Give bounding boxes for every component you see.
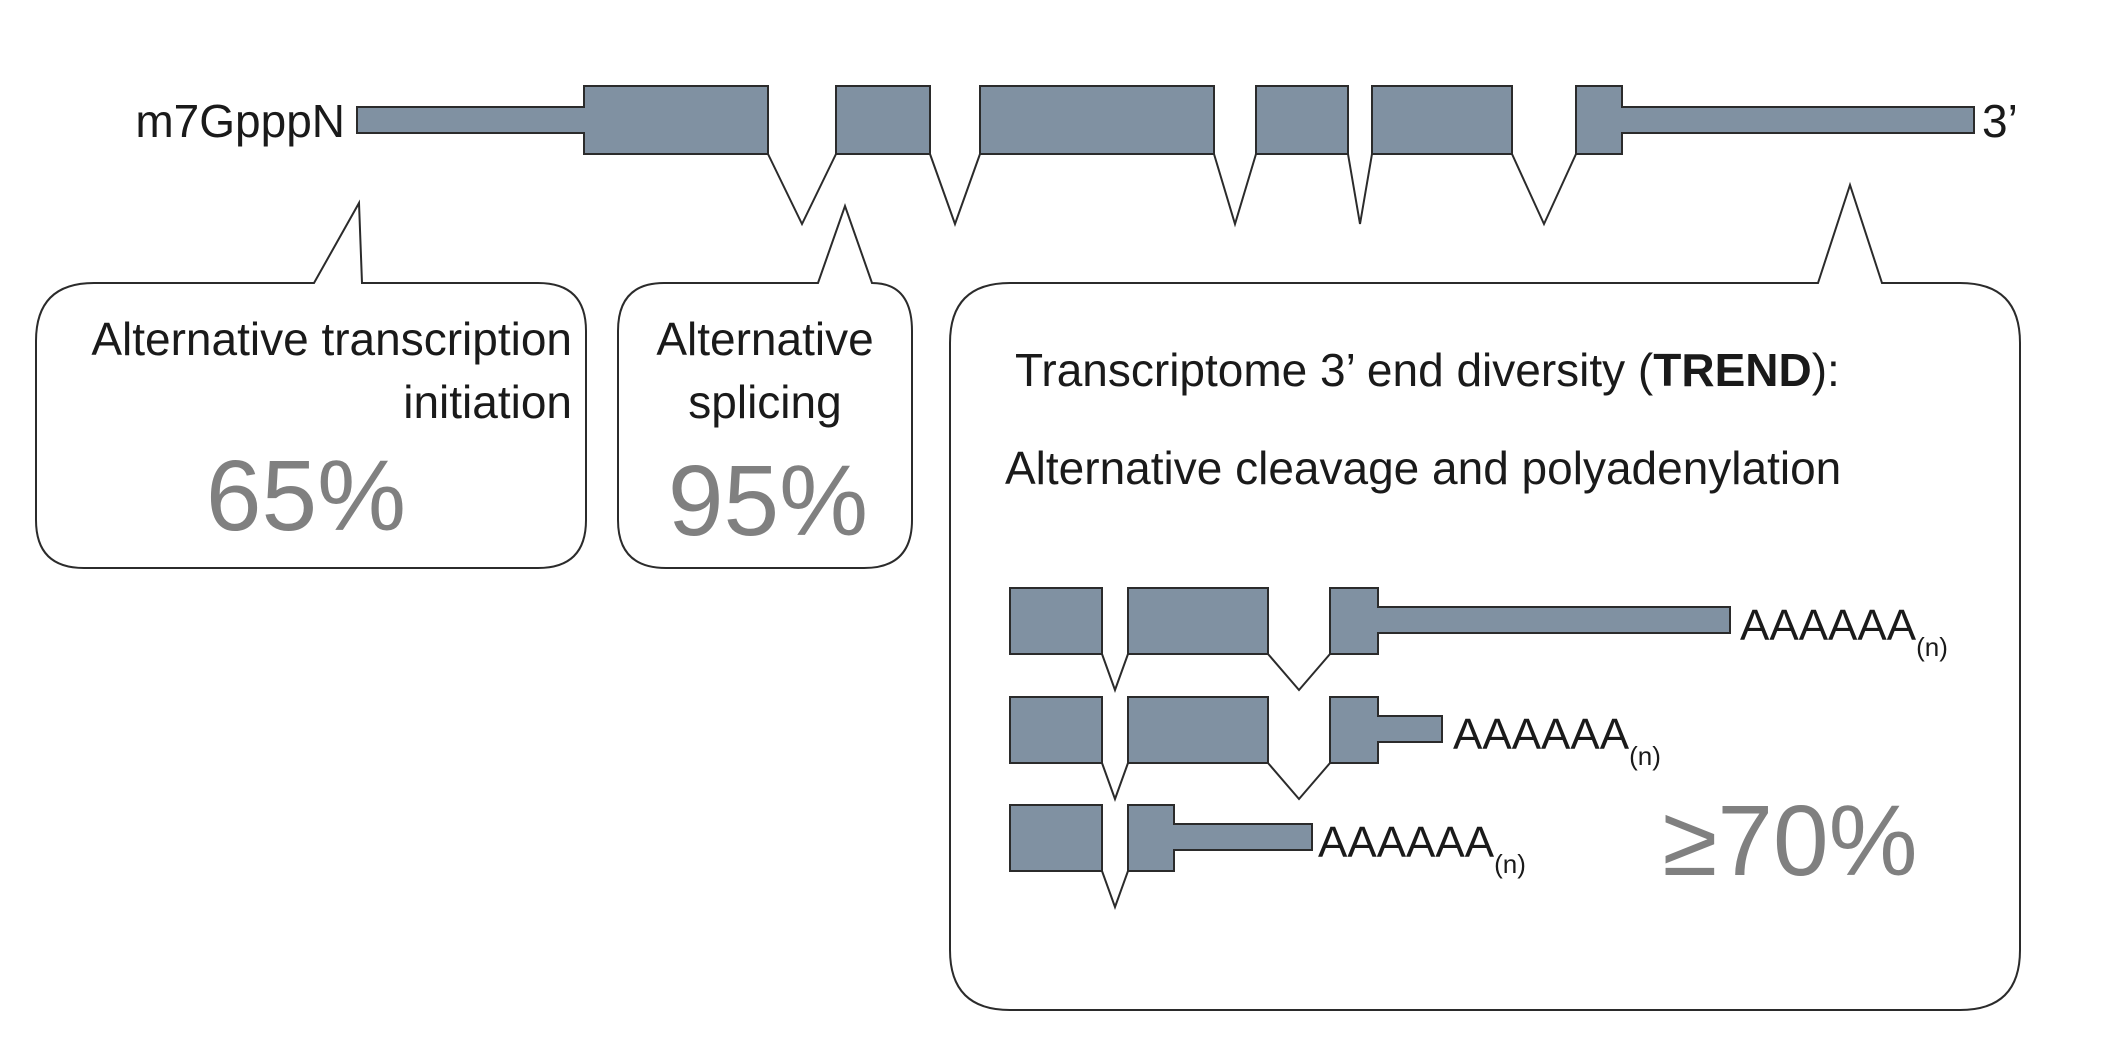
last-exon-with-3utr: [1575, 85, 1975, 155]
first-exon-with-5utr: [356, 85, 769, 155]
percent-value: 95%: [668, 445, 868, 557]
callout-splicing: Alternative splicing 95%: [617, 202, 913, 569]
callout-trend: Transcriptome 3’ end diversity (TREND): …: [949, 181, 2021, 1011]
isoform-last-exon-utr: [1329, 587, 1731, 655]
callout-title-line1: Alternative transcription: [91, 313, 572, 365]
gene-model: m7GpppN 3’: [135, 85, 2018, 228]
isoform-intron: [1101, 870, 1129, 910]
isoform-intron: [1267, 653, 1331, 692]
percent-value: 65%: [206, 440, 406, 552]
polya-subscript: (n): [1494, 849, 1526, 879]
polya-tail: AAAAAA(n): [1318, 818, 1526, 879]
exon-2: [835, 85, 931, 155]
isoform-last-exon-utr: [1127, 804, 1313, 872]
three-prime-label: 3’: [1982, 95, 2018, 147]
callout-transcription-initiation: Alternative transcription initiation 65%: [35, 199, 587, 569]
polya-tail: AAAAAA(n): [1453, 710, 1661, 771]
isoform-2: AAAAAA(n): [1009, 696, 1661, 802]
isoform-last-exon-utr: [1329, 696, 1443, 764]
isoform-exon-2: [1127, 696, 1269, 764]
isoform-exon-1: [1009, 696, 1103, 764]
exon-5: [1371, 85, 1513, 155]
polya-subscript: (n): [1629, 741, 1661, 771]
trend-subtitle: Alternative cleavage and polyadenylation: [1005, 442, 1841, 494]
polya-text: AAAAAA: [1740, 601, 1917, 650]
intron-5: [1511, 153, 1577, 227]
isoform-1: AAAAAA(n): [1009, 587, 1948, 693]
isoform-intron: [1101, 653, 1129, 693]
trend-title-prefix: Transcriptome 3’ end diversity (: [1015, 344, 1654, 396]
intron-2: [929, 153, 981, 227]
callout-title-line2: initiation: [403, 376, 572, 428]
exon-3: [979, 85, 1215, 155]
isoform-intron: [1267, 762, 1331, 801]
isoform-exon-1: [1009, 804, 1103, 872]
callout-title-line1: Alternative: [656, 313, 873, 365]
polya-text: AAAAAA: [1453, 710, 1630, 759]
polya-subscript: (n): [1916, 632, 1948, 662]
exon-4: [1255, 85, 1349, 155]
trend-title-suffix: ):: [1812, 344, 1840, 396]
intron-4: [1347, 153, 1373, 225]
isoform-3: AAAAAA(n): [1009, 804, 1526, 910]
polya-text: AAAAAA: [1318, 818, 1495, 867]
trend-title-bold: TREND: [1653, 344, 1811, 396]
callout-bubble: [35, 199, 587, 569]
trend-title: Transcriptome 3’ end diversity (TREND):: [1015, 344, 1840, 396]
isoform-intron: [1101, 762, 1129, 802]
polya-tail: AAAAAA(n): [1740, 601, 1948, 662]
intron-3: [1213, 153, 1257, 228]
intron-1: [767, 153, 837, 227]
callout-title-line2: splicing: [688, 376, 841, 428]
isoform-exon-1: [1009, 587, 1103, 655]
callout-bubble: [617, 202, 913, 569]
isoform-exon-2: [1127, 587, 1269, 655]
percent-value: ≥70%: [1662, 785, 1917, 897]
callout-bubble: [949, 181, 2021, 1011]
cap-label: m7GpppN: [135, 95, 345, 147]
